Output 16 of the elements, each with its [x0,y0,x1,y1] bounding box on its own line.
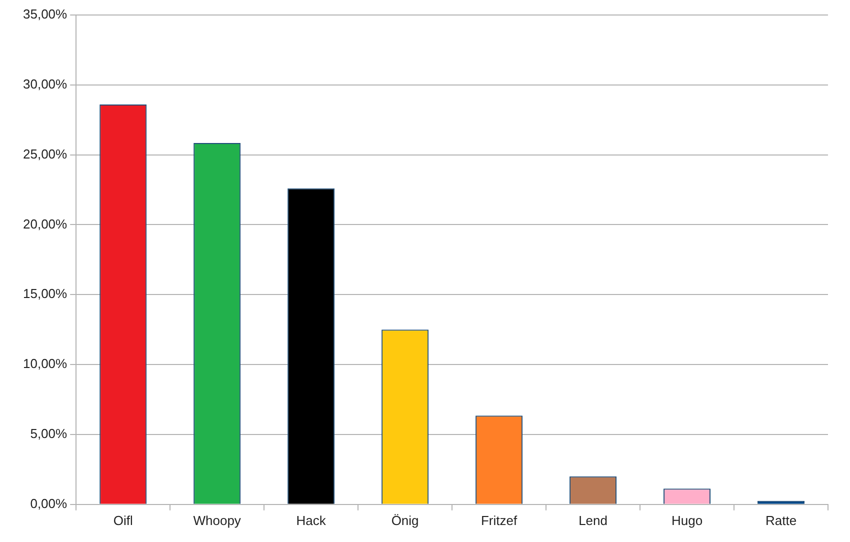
y-tick-label: 30,00% [22,76,68,92]
x-tick-label: Hack [296,512,326,528]
y-tick-label: 25,00% [22,146,68,162]
x-tick-label: Whoopy [193,512,242,528]
x-tick-label: Önig [391,512,419,528]
x-tick-label: Oifl [113,512,133,528]
x-tick-label: Lend [578,512,608,528]
y-tick-label: 10,00% [22,356,68,372]
x-tick-label: Fritzef [480,512,518,528]
y-tick-label: 20,00% [22,216,68,232]
x-tick-label: Hugo [671,512,703,528]
y-tick-label: 0,00% [30,496,68,511]
y-tick-label: 15,00% [22,286,68,302]
x-tick-label: Ratte [765,512,797,528]
y-tick-label: 5,00% [30,426,68,442]
y-tick-label: 35,00% [22,6,68,22]
